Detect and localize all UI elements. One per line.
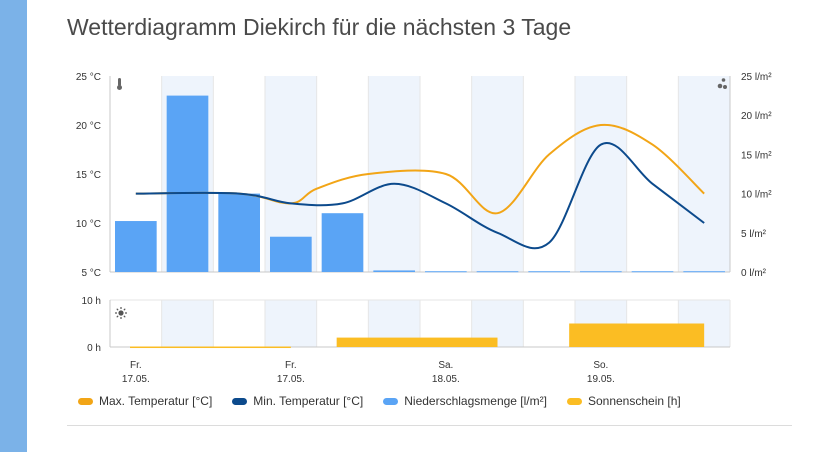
legend-swatch bbox=[566, 397, 582, 405]
thermometer-icon bbox=[117, 78, 122, 90]
temperature-tick-label: 5 °C bbox=[81, 268, 101, 279]
bg-stripe bbox=[471, 76, 524, 272]
temperature-tick-label: 15 °C bbox=[76, 170, 101, 181]
precip-bar bbox=[425, 271, 467, 273]
legend-swatch bbox=[78, 397, 93, 405]
min-temperature-line bbox=[135, 141, 705, 250]
bottom-divider bbox=[67, 425, 792, 426]
precip-bar bbox=[476, 271, 519, 273]
x-tick-day: Sa. bbox=[438, 360, 453, 371]
precip-bar bbox=[321, 213, 364, 272]
bg-stripe bbox=[575, 76, 627, 272]
legend-label: Min. Temperatur [°C] bbox=[253, 394, 364, 408]
x-tick-day: So. bbox=[593, 360, 608, 371]
precip-bar bbox=[270, 236, 312, 272]
legend-item-min-temp[interactable]: Min. Temperatur [°C] bbox=[232, 394, 363, 408]
sun-tick-label: 0 h bbox=[87, 343, 101, 354]
x-tick-date: 18.05. bbox=[432, 374, 460, 385]
x-tick-date: 17.05. bbox=[122, 374, 150, 385]
sun-tick-label: 10 h bbox=[82, 296, 101, 307]
temperature-tick-label: 20 °C bbox=[76, 121, 101, 132]
precip-tick-label: 10 l/m² bbox=[741, 190, 772, 201]
chart-legend: Max. Temperatur [°C] Min. Temperatur [°C… bbox=[78, 394, 681, 408]
precip-bar bbox=[115, 221, 157, 272]
page-title: Wetterdiagramm Diekirch für die nächsten… bbox=[67, 14, 572, 40]
x-tick-date: 17.05. bbox=[277, 374, 305, 385]
bg-stripe bbox=[265, 300, 317, 347]
left-accent-bar bbox=[0, 0, 27, 452]
sun-icon bbox=[115, 307, 127, 319]
temperature-tick-label: 25 °C bbox=[76, 72, 101, 83]
sunshine-bar bbox=[130, 346, 291, 349]
sunshine-bar bbox=[336, 337, 498, 347]
precip-bar bbox=[166, 95, 209, 272]
legend-label: Niederschlagsmenge [l/m²] bbox=[404, 394, 547, 408]
x-tick-day: Fr. bbox=[130, 360, 142, 371]
precip-tick-label: 0 l/m² bbox=[741, 268, 767, 279]
precip-bar bbox=[373, 270, 415, 272]
precip-bar bbox=[218, 193, 260, 272]
legend-item-precipitation[interactable]: Niederschlagsmenge [l/m²] bbox=[383, 394, 547, 408]
temperature-tick-label: 10 °C bbox=[76, 219, 101, 230]
bg-stripe bbox=[678, 76, 730, 272]
legend-item-max-temp[interactable]: Max. Temperatur [°C] bbox=[78, 394, 212, 408]
sunshine-bar bbox=[569, 323, 705, 347]
precip-tick-label: 20 l/m² bbox=[741, 111, 772, 122]
legend-swatch bbox=[383, 397, 399, 405]
precip-bar bbox=[528, 271, 570, 273]
legend-label: Sonnenschein [h] bbox=[587, 394, 681, 408]
bg-stripe bbox=[161, 300, 214, 347]
precip-tick-label: 25 l/m² bbox=[741, 72, 772, 83]
precip-tick-label: 5 l/m² bbox=[741, 229, 767, 240]
legend-swatch bbox=[232, 397, 248, 405]
precip-tick-label: 15 l/m² bbox=[741, 150, 772, 161]
precip-bar bbox=[580, 271, 622, 273]
precip-bar bbox=[631, 271, 674, 273]
precip-bar bbox=[683, 271, 725, 273]
raindrops-icon bbox=[717, 78, 727, 89]
legend-item-sunshine[interactable]: Sonnenschein [h] bbox=[566, 394, 681, 408]
x-tick-date: 19.05. bbox=[587, 374, 615, 385]
legend-label: Max. Temperatur [°C] bbox=[99, 394, 213, 408]
x-tick-day: Fr. bbox=[285, 360, 297, 371]
